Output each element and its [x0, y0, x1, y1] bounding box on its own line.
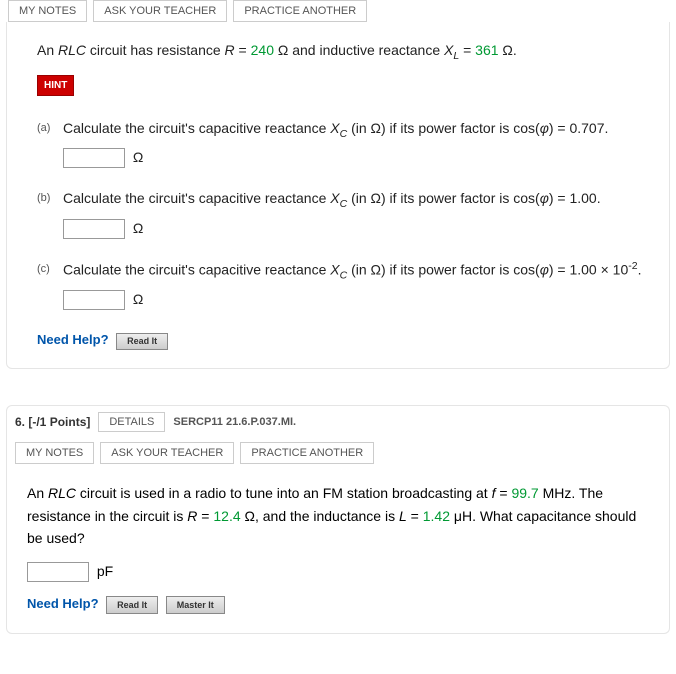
var-XC: X	[330, 120, 339, 136]
text: ) = 1.00 × 10	[549, 261, 628, 277]
text: Ω.	[499, 42, 517, 58]
text: =	[407, 508, 423, 524]
part-a-label: (a)	[37, 120, 50, 137]
read-it-button-2[interactable]: Read It	[106, 596, 158, 614]
question-5-body: An RLC circuit has resistance R = 240 Ω …	[6, 22, 670, 369]
var-R: R	[187, 508, 197, 524]
ask-teacher-button[interactable]: ASK YOUR TEACHER	[93, 0, 227, 22]
q6-action-bar: MY NOTES ASK YOUR TEACHER PRACTICE ANOTH…	[6, 438, 670, 464]
text: Calculate the circuit's capacitive react…	[63, 190, 330, 206]
exponent: -2	[628, 260, 637, 272]
text: =	[495, 485, 511, 501]
part-c-input[interactable]	[63, 290, 125, 310]
text: ) = 1.00.	[549, 190, 601, 206]
need-help-label: Need Help?	[37, 332, 109, 347]
value-XL: 361	[475, 42, 498, 58]
text: Calculate the circuit's capacitive react…	[63, 120, 330, 136]
practice-another-button[interactable]: PRACTICE ANOTHER	[233, 0, 367, 22]
text: An	[27, 485, 48, 501]
details-button[interactable]: DETAILS	[98, 412, 165, 432]
value-R: 12.4	[213, 508, 240, 524]
var-R: R	[225, 42, 235, 58]
text: =	[197, 508, 213, 524]
text: Calculate the circuit's capacitive react…	[63, 261, 330, 277]
var-L: L	[399, 508, 407, 524]
q6-text: An RLC circuit is used in a radio to tun…	[27, 482, 649, 549]
unit-ohm: Ω	[133, 149, 143, 165]
rlc-term: RLC	[48, 485, 76, 501]
var-XC: X	[330, 261, 339, 277]
unit-pF: pF	[97, 563, 113, 579]
var-XC: X	[330, 190, 339, 206]
var-phi: φ	[540, 120, 549, 136]
text: (in Ω) if its power factor is cos(	[347, 261, 540, 277]
text: circuit has resistance	[86, 42, 225, 58]
text: =	[235, 42, 251, 58]
rlc-term: RLC	[58, 42, 86, 58]
text: .	[638, 261, 642, 277]
q6-number: 6. [-/1 Points]	[15, 415, 90, 429]
unit-ohm: Ω	[133, 291, 143, 307]
value-f: 99.7	[511, 485, 538, 501]
var-XL: X	[444, 42, 453, 58]
hint-button[interactable]: HINT	[37, 75, 74, 96]
my-notes-button-2[interactable]: MY NOTES	[15, 442, 94, 464]
question-6-header: 6. [-/1 Points] DETAILS SERCP11 21.6.P.0…	[6, 405, 670, 438]
text: 6.	[15, 415, 25, 429]
ask-teacher-button-2[interactable]: ASK YOUR TEACHER	[100, 442, 234, 464]
text: Ω and inductive reactance	[274, 42, 444, 58]
text: An	[37, 42, 58, 58]
text: (in Ω) if its power factor is cos(	[347, 120, 540, 136]
part-b-input[interactable]	[63, 219, 125, 239]
practice-another-button-2[interactable]: PRACTICE ANOTHER	[240, 442, 374, 464]
part-c-label: (c)	[37, 261, 50, 278]
master-it-button[interactable]: Master It	[166, 596, 225, 614]
var-phi: φ	[540, 190, 549, 206]
need-help-row-2: Need Help? Read It Master It	[27, 594, 649, 615]
q5-action-bar: MY NOTES ASK YOUR TEACHER PRACTICE ANOTH…	[0, 0, 676, 22]
my-notes-button[interactable]: MY NOTES	[8, 0, 87, 22]
need-help-label: Need Help?	[27, 596, 99, 611]
part-a: (a) Calculate the circuit's capacitive r…	[37, 118, 649, 169]
var-phi: φ	[540, 261, 549, 277]
text: (in Ω) if its power factor is cos(	[347, 190, 540, 206]
text: ) = 0.707.	[549, 120, 609, 136]
value-R: 240	[251, 42, 274, 58]
text: Ω, and the inductance is	[241, 508, 399, 524]
unit-ohm: Ω	[133, 220, 143, 236]
q5-intro: An RLC circuit has resistance R = 240 Ω …	[37, 40, 649, 65]
part-b-label: (b)	[37, 190, 50, 207]
read-it-button[interactable]: Read It	[116, 333, 168, 351]
value-L: 1.42	[423, 508, 450, 524]
need-help-row: Need Help? Read It	[37, 330, 649, 351]
question-6-body: An RLC circuit is used in a radio to tun…	[6, 464, 670, 633]
text: circuit is used in a radio to tune into …	[76, 485, 492, 501]
part-c: (c) Calculate the circuit's capacitive r…	[37, 259, 649, 310]
q6-input[interactable]	[27, 562, 89, 582]
points: [-/1 Points]	[28, 415, 90, 429]
text: =	[459, 42, 475, 58]
part-a-input[interactable]	[63, 148, 125, 168]
question-ref: SERCP11 21.6.P.037.MI.	[173, 416, 296, 428]
part-b: (b) Calculate the circuit's capacitive r…	[37, 188, 649, 239]
